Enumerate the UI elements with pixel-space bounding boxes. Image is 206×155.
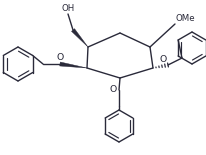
Text: O: O (110, 86, 117, 95)
Text: O: O (160, 55, 167, 64)
Text: OMe: OMe (176, 14, 196, 23)
Polygon shape (60, 62, 87, 68)
Text: OH: OH (61, 4, 75, 13)
Polygon shape (71, 29, 88, 47)
Text: O: O (56, 53, 64, 62)
